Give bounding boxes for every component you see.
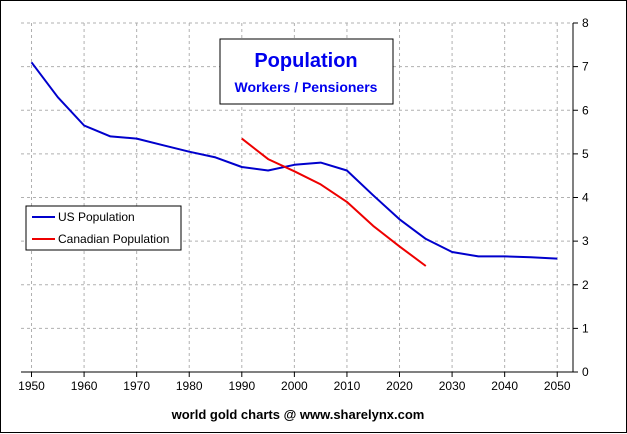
- x-tick-label: 2040: [491, 379, 518, 393]
- x-axis-ticks: 1950 1960 1970 1980 1990 2000 2010 2020 2030 2040…: [18, 372, 571, 393]
- chart-title: Population: [254, 50, 357, 72]
- x-tick-label: 1950: [18, 379, 45, 393]
- legend-box: [25, 205, 182, 251]
- series-line-canada: [241, 137, 427, 267]
- grid-lines: [21, 22, 573, 372]
- y-axis-ticks: 0 1 2 3 4 5 6 7 8: [573, 16, 589, 379]
- x-tick-label: 1970: [123, 379, 150, 393]
- series-lines: [30, 61, 558, 267]
- x-tick-label: 2000: [281, 379, 308, 393]
- y-tick-label: 6: [582, 103, 589, 117]
- x-tick-label: 2030: [439, 379, 466, 393]
- x-tick-label: 2010: [334, 379, 361, 393]
- x-tick-label: 1980: [176, 379, 203, 393]
- legend: US Population Canadian Population: [25, 205, 182, 251]
- y-tick-label: 4: [582, 191, 589, 205]
- chart-subtitle: Workers / Pensioners: [235, 79, 378, 95]
- y-tick-label: 1: [582, 321, 589, 335]
- x-tick-label: 1960: [71, 379, 98, 393]
- y-tick-label: 7: [582, 60, 589, 74]
- y-tick-label: 0: [582, 365, 589, 379]
- chart-footer: world gold charts @ www.sharelynx.com: [171, 407, 425, 422]
- y-tick-label: 3: [582, 234, 589, 248]
- title-box-border: [219, 38, 394, 105]
- x-tick-label: 2020: [386, 379, 413, 393]
- y-tick-label: 2: [582, 278, 589, 292]
- series-line-us: [30, 61, 558, 260]
- title-box: Population Workers / Pensioners: [219, 38, 394, 105]
- x-tick-label: 2050: [544, 379, 571, 393]
- y-tick-label: 5: [582, 147, 589, 161]
- x-tick-label: 1990: [228, 379, 255, 393]
- legend-label-us: US Population: [58, 210, 135, 224]
- legend-label-canada: Canadian Population: [58, 232, 169, 246]
- y-tick-label: 8: [582, 16, 589, 30]
